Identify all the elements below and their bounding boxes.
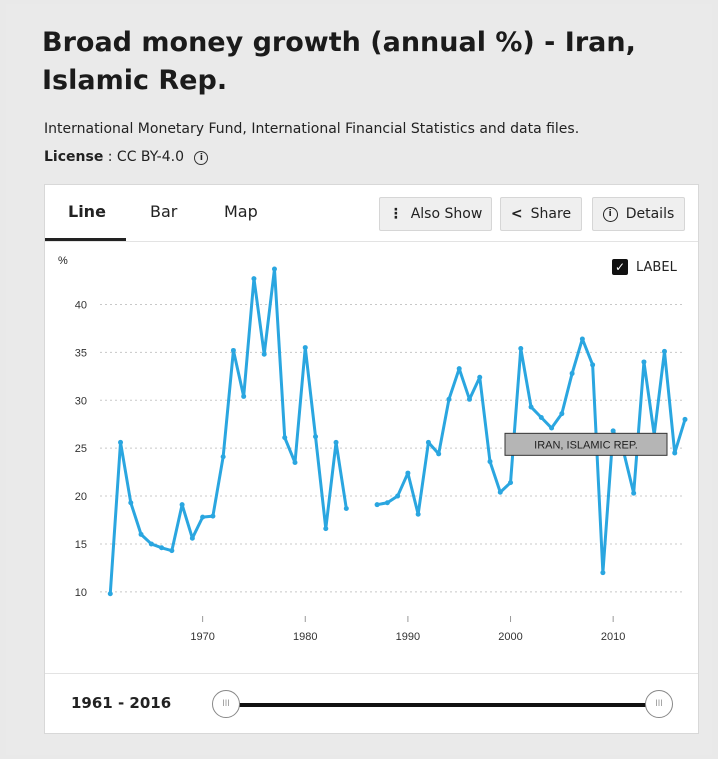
y-tick-label: 20 [75, 491, 87, 503]
share-icon: < [510, 206, 523, 222]
data-point [661, 348, 667, 354]
data-point [118, 439, 124, 445]
data-point [600, 570, 606, 576]
page-title: Broad money growth (annual %) - Iran, Is… [42, 27, 636, 96]
data-point [405, 470, 411, 476]
data-point [251, 276, 257, 282]
source-text: International Monetary Fund, Internation… [44, 121, 580, 137]
data-point [189, 535, 195, 541]
data-point [395, 493, 401, 499]
data-point [549, 425, 555, 431]
also-show-button[interactable]: ⋮ Also Show [379, 197, 492, 231]
active-tab-indicator [45, 238, 126, 241]
year-range-label: 1961 - 2016 [71, 694, 172, 712]
x-tick-label: 1980 [293, 631, 317, 643]
data-point [323, 526, 329, 532]
data-point [179, 502, 185, 508]
data-point [271, 266, 277, 272]
data-point [384, 500, 390, 506]
data-point [200, 514, 206, 520]
data-point [610, 428, 616, 434]
data-point [579, 336, 585, 342]
data-point [261, 351, 267, 357]
data-point [292, 460, 298, 466]
more-vertical-icon: ⋮ [388, 206, 403, 222]
line-chart: % 10 15 20 25 30 35 40 1970 1980 1990 2000 2010 IRAN,… [58, 255, 688, 643]
data-point [497, 489, 503, 495]
license-label: License [44, 149, 104, 165]
data-point [682, 416, 688, 422]
data-point [374, 502, 380, 508]
tab-map[interactable]: Map [224, 202, 258, 221]
tab-line[interactable]: Line [68, 202, 106, 221]
data-point [148, 541, 154, 547]
y-tick-label: 30 [75, 395, 87, 407]
data-point [508, 480, 514, 486]
license-line: License : CC BY-4.0 i [44, 149, 209, 165]
range-footer: 1961 - 2016 III III [45, 673, 698, 734]
y-tick-label: 35 [75, 347, 87, 359]
data-point [343, 506, 349, 512]
data-point [220, 454, 226, 460]
details-button[interactable]: i Details [592, 197, 685, 231]
data-point [487, 459, 493, 465]
y-tick-label: 15 [75, 539, 87, 551]
data-point [631, 490, 637, 496]
y-tick-label: 40 [75, 299, 87, 311]
x-tick-label: 2000 [498, 631, 522, 643]
range-end-handle[interactable]: III [645, 690, 673, 718]
also-show-label: Also Show [410, 206, 483, 222]
data-point [528, 404, 534, 410]
series-line [108, 267, 348, 594]
tab-bar: Line Bar Map ⋮ Also Show < Share i Detai… [45, 185, 698, 242]
data-point [159, 545, 165, 551]
share-label: Share [530, 206, 572, 222]
x-tick-label: 1990 [396, 631, 420, 643]
data-point [590, 362, 596, 368]
chart-card: Line Bar Map ⋮ Also Show < Share i Detai… [44, 184, 699, 734]
share-button[interactable]: < Share [500, 197, 582, 231]
y-axis-unit-label: % [58, 255, 68, 267]
data-point [436, 451, 442, 457]
tab-bar-chart[interactable]: Bar [150, 202, 178, 221]
data-point [107, 591, 113, 597]
checkbox-checked-icon[interactable]: ✓ [612, 259, 628, 275]
data-point [559, 411, 565, 417]
license-value: : CC BY-4.0 [107, 149, 184, 165]
data-point [425, 439, 431, 445]
data-point [313, 434, 319, 440]
y-tick-label: 10 [75, 587, 87, 599]
data-point [569, 370, 575, 376]
info-icon[interactable]: i [194, 151, 209, 165]
data-point [538, 415, 544, 421]
data-point [641, 359, 647, 365]
x-tick-label: 1970 [190, 631, 214, 643]
data-point [446, 396, 452, 402]
data-point [333, 439, 339, 445]
data-point [282, 435, 288, 441]
details-label: Details [625, 206, 675, 222]
label-toggle[interactable]: ✓ LABEL [612, 259, 677, 275]
range-start-handle[interactable]: III [212, 690, 240, 718]
data-point [230, 347, 236, 353]
x-tick-label: 2010 [601, 631, 625, 643]
series-label-box [504, 432, 668, 456]
label-toggle-text: LABEL [636, 259, 677, 275]
data-point [210, 513, 216, 519]
data-point [672, 450, 678, 456]
data-point [302, 345, 308, 351]
data-point [466, 396, 472, 402]
data-point [415, 511, 421, 517]
series-label-text: IRAN, ISLAMIC REP. [534, 439, 638, 451]
data-point [241, 393, 247, 399]
data-point [456, 366, 462, 372]
data-point [128, 500, 134, 506]
data-point [518, 346, 524, 352]
data-point [477, 374, 483, 380]
range-slider-track[interactable] [227, 703, 655, 707]
y-tick-label: 25 [75, 443, 87, 455]
data-point [169, 548, 175, 554]
info-circle-icon: i [602, 206, 618, 222]
data-point [138, 531, 144, 537]
